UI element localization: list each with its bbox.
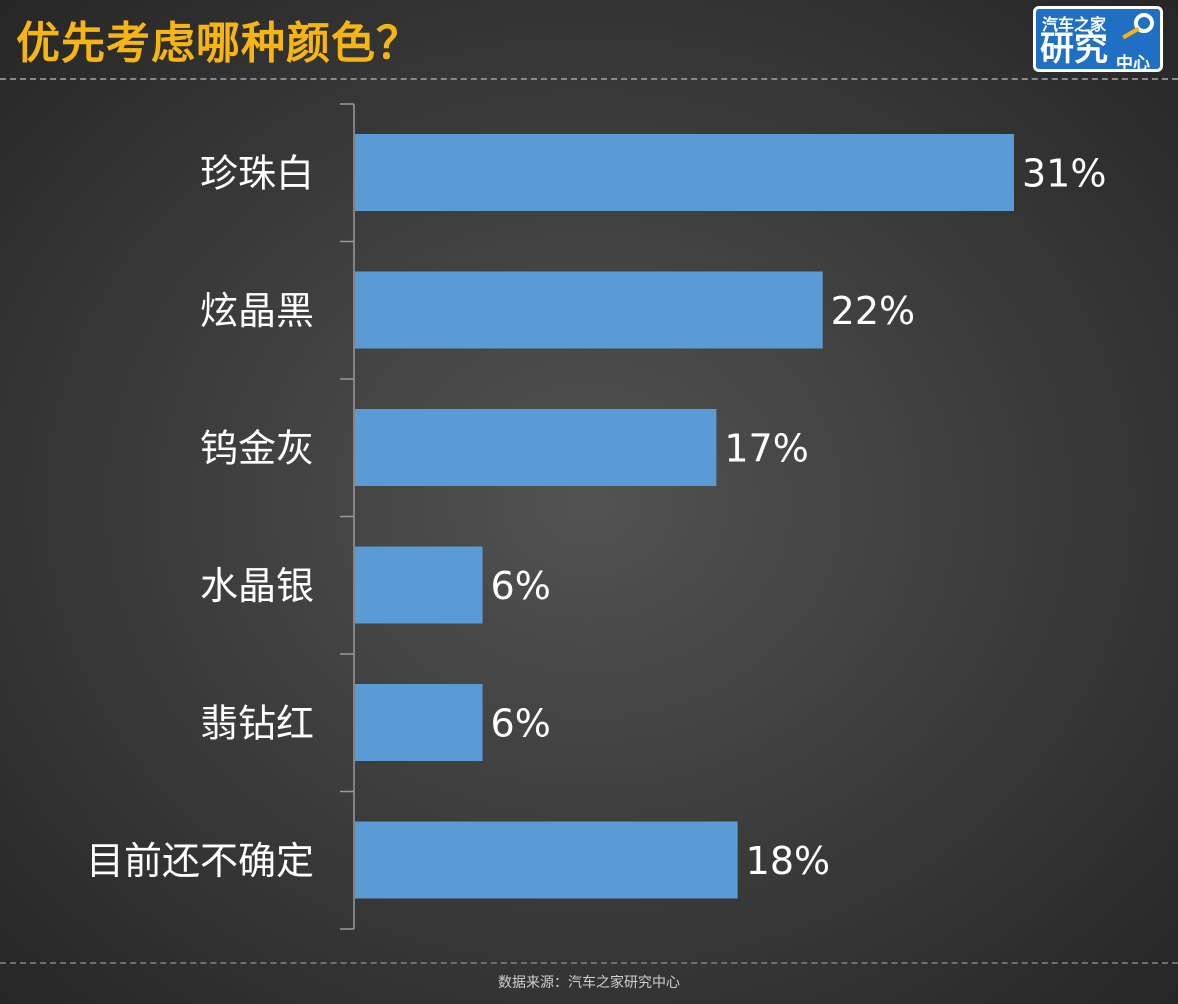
- header-divider: [0, 78, 1178, 80]
- data-label: 18%: [746, 839, 830, 883]
- category-label: 目前还不确定: [86, 839, 314, 883]
- bar: [355, 821, 738, 899]
- bar: [355, 546, 483, 624]
- logo-text-line2: 研究: [1040, 29, 1108, 69]
- bar: [355, 684, 483, 761]
- category-label: 水晶银: [200, 564, 314, 608]
- data-label: 17%: [724, 427, 808, 471]
- data-label: 22%: [831, 289, 915, 333]
- category-label: 翡钻红: [200, 702, 314, 746]
- data-label: 6%: [491, 564, 551, 608]
- data-source-note: 数据来源：汽车之家研究中心: [498, 975, 680, 991]
- footer-divider: [0, 962, 1178, 964]
- brand-logo: 汽车之家 研究 中心: [1033, 6, 1163, 72]
- logo-text-line1: 汽车之家: [1042, 15, 1107, 34]
- logo-ring-icon: [1134, 13, 1154, 33]
- page-title: 优先考虑哪种颜色？: [16, 18, 421, 69]
- bar: [355, 134, 1014, 211]
- category-label: 炫晶黑: [200, 289, 314, 333]
- category-label: 珍珠白: [200, 152, 314, 196]
- category-label: 钨金灰: [200, 427, 314, 471]
- data-label: 6%: [491, 702, 551, 746]
- logo-text-line3: 中心: [1116, 54, 1150, 72]
- bar: [355, 271, 823, 349]
- data-label: 31%: [1022, 152, 1106, 196]
- bar: [355, 409, 717, 486]
